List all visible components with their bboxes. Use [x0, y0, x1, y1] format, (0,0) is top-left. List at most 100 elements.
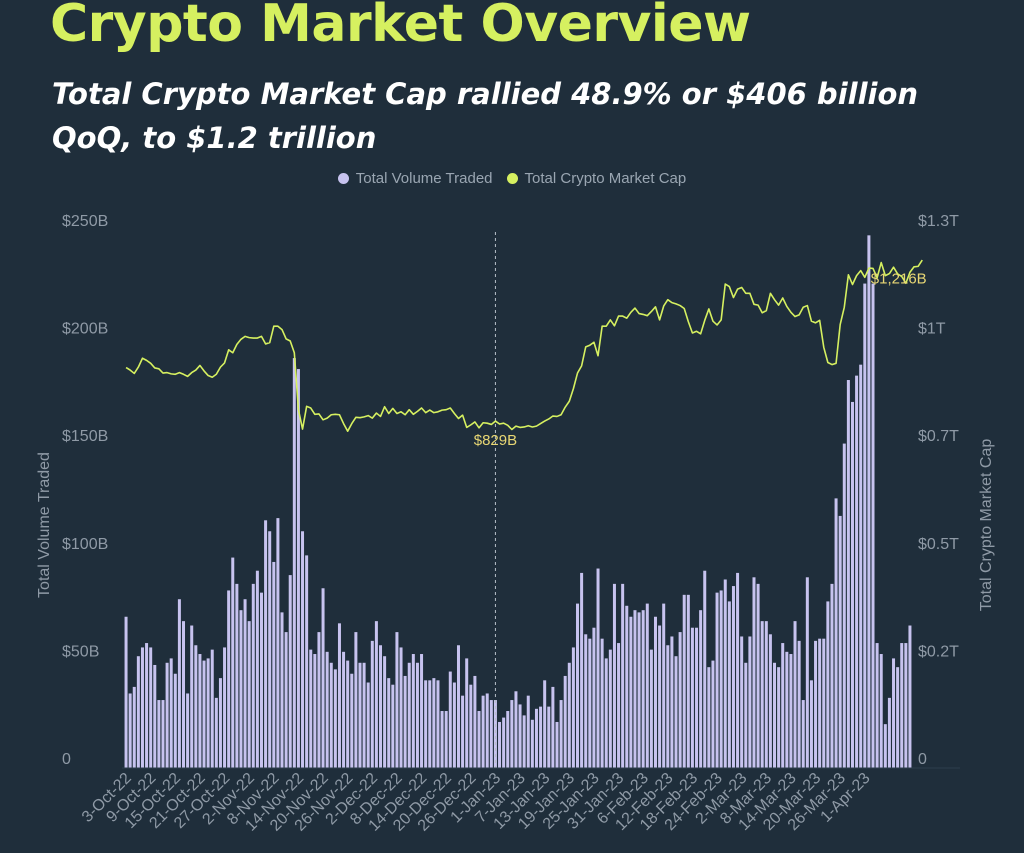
volume-bar	[473, 675, 477, 768]
volume-bar	[904, 643, 908, 768]
volume-bar	[259, 592, 263, 768]
volume-bar	[354, 632, 358, 768]
volume-bar	[456, 645, 460, 768]
page-subtitle: Total Crypto Market Cap rallied 48.9% or…	[52, 77, 919, 155]
right-tick-label: $1T	[918, 321, 946, 338]
volume-bar	[588, 638, 592, 768]
volume-bar	[399, 647, 403, 768]
volume-bar	[510, 700, 514, 768]
volume-bar	[900, 643, 904, 768]
volume-bar	[752, 577, 756, 768]
volume-bar	[428, 680, 432, 768]
volume-bar	[124, 616, 128, 768]
annotation-latest: $1,216B	[871, 270, 927, 287]
volume-bar	[288, 575, 292, 768]
volume-bar	[329, 662, 333, 768]
volume-bar	[420, 654, 424, 768]
volume-bar	[514, 691, 518, 768]
volume-bar	[481, 695, 485, 768]
volume-bar	[719, 590, 723, 768]
volume-bar	[477, 711, 481, 768]
legend-item-market-cap[interactable]: Total Crypto Market Cap	[506, 170, 686, 187]
volume-bar	[612, 583, 616, 768]
left-axis: $250B $200B $150B $100B $50B 0	[62, 213, 108, 768]
volume-bar	[264, 520, 268, 768]
left-tick-label: $50B	[62, 643, 99, 660]
volume-bar	[247, 621, 251, 768]
volume-bar	[231, 557, 235, 768]
volume-bar	[190, 625, 194, 768]
volume-bar	[173, 673, 177, 768]
volume-bar	[407, 662, 411, 768]
volume-bar	[555, 721, 559, 768]
volume-bar	[617, 643, 621, 768]
volume-bar	[740, 636, 744, 768]
volume-bar	[539, 706, 543, 768]
volume-bar	[723, 579, 727, 768]
market-cap-line	[125, 259, 923, 432]
right-tick-label: $0.5T	[918, 536, 959, 553]
volume-bar	[395, 632, 399, 768]
volume-bar	[255, 570, 259, 768]
volume-bar	[485, 693, 489, 768]
volume-bar	[863, 283, 867, 768]
volume-bar	[165, 662, 169, 768]
volume-bar	[600, 638, 604, 768]
volume-bar	[370, 640, 374, 768]
left-axis-title: Total Volume Traded	[36, 452, 53, 598]
legend-item-volume[interactable]: Total Volume Traded	[337, 170, 493, 187]
volume-bar	[859, 364, 863, 768]
volume-bar	[850, 401, 854, 768]
volume-bar	[313, 654, 317, 768]
volume-bar	[608, 649, 612, 768]
volume-bar	[879, 654, 883, 768]
volume-bar	[662, 603, 666, 768]
right-tick-label: $0.7T	[918, 428, 959, 445]
left-tick-label: $100B	[62, 536, 108, 553]
legend-label-volume: Total Volume Traded	[355, 170, 493, 187]
volume-bar	[506, 711, 510, 768]
volume-bar	[629, 616, 633, 768]
volume-bar	[875, 643, 879, 768]
volume-bars	[124, 235, 912, 769]
volume-bar	[744, 662, 748, 768]
volume-bar	[576, 603, 580, 768]
volume-bar	[177, 599, 181, 768]
volume-bar	[448, 671, 452, 768]
volume-bar	[596, 568, 600, 768]
right-axis-title: Total Crypto Market Cap	[978, 439, 995, 612]
volume-bar	[699, 610, 703, 768]
volume-bar	[682, 594, 686, 768]
volume-bar	[218, 678, 222, 768]
volume-bar	[198, 654, 202, 768]
volume-bar	[210, 649, 214, 768]
volume-bar	[358, 662, 362, 768]
volume-bar	[637, 612, 641, 768]
volume-bar	[686, 594, 690, 768]
volume-bar	[604, 658, 608, 768]
volume-bar	[855, 375, 859, 768]
volume-bar	[846, 380, 850, 768]
volume-bar	[818, 638, 822, 768]
volume-bar	[801, 700, 805, 768]
volume-bar	[498, 721, 502, 768]
volume-bar	[731, 586, 735, 768]
volume-bar	[387, 678, 391, 768]
volume-bar	[161, 700, 165, 768]
volume-bar	[887, 697, 891, 768]
volume-bar	[703, 570, 707, 768]
volume-bar	[834, 498, 838, 768]
volume-bar	[169, 658, 173, 768]
volume-bar	[748, 636, 752, 768]
chart-legend: Total Volume Traded Total Crypto Market …	[0, 170, 1024, 187]
volume-bar	[461, 695, 465, 768]
volume-bar	[543, 680, 547, 768]
volume-bar	[362, 662, 366, 768]
legend-swatch-market-cap	[506, 173, 518, 184]
volume-bar	[403, 675, 407, 768]
volume-bar	[789, 654, 793, 768]
volume-bar	[621, 583, 625, 768]
volume-bar	[727, 601, 731, 768]
left-tick-label: $250B	[62, 213, 108, 230]
volume-bar	[272, 561, 276, 768]
